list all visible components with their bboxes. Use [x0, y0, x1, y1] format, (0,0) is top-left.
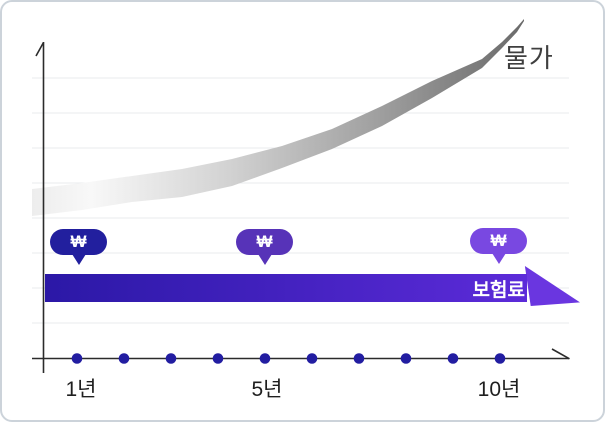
won-bubble-year5: ₩: [236, 229, 293, 255]
timeline-dot: [165, 353, 177, 364]
timeline-dot: [447, 353, 459, 364]
premium-band-label: 보험료: [472, 279, 525, 301]
price-curve-swoosh: [32, 19, 524, 216]
timeline-dot: [494, 353, 506, 364]
timeline-dot: [118, 353, 130, 364]
timeline-dot: [306, 353, 318, 364]
won-icon: ₩: [70, 232, 87, 251]
x-tick-label-5yr: 5년: [251, 378, 283, 401]
price-curve-label: 물가: [504, 43, 554, 73]
won-bubble-year1: ₩: [50, 229, 107, 255]
timeline-dot: [71, 353, 83, 364]
won-bubble-year10: ₩: [470, 228, 527, 254]
y-axis: [35, 42, 45, 373]
timeline-dot: [400, 353, 412, 364]
x-tick-label-1yr: 1년: [65, 378, 97, 401]
timeline-dot: [259, 353, 271, 364]
x-axis: [32, 348, 570, 360]
won-icon: ₩: [256, 232, 273, 251]
timeline-dot: [212, 353, 224, 364]
timeline-dots: [71, 353, 506, 364]
premium-band: 보험료: [45, 274, 527, 302]
won-icon: ₩: [490, 231, 507, 250]
x-tick-label-10yr: 10년: [477, 378, 521, 401]
timeline-dot: [353, 353, 365, 364]
